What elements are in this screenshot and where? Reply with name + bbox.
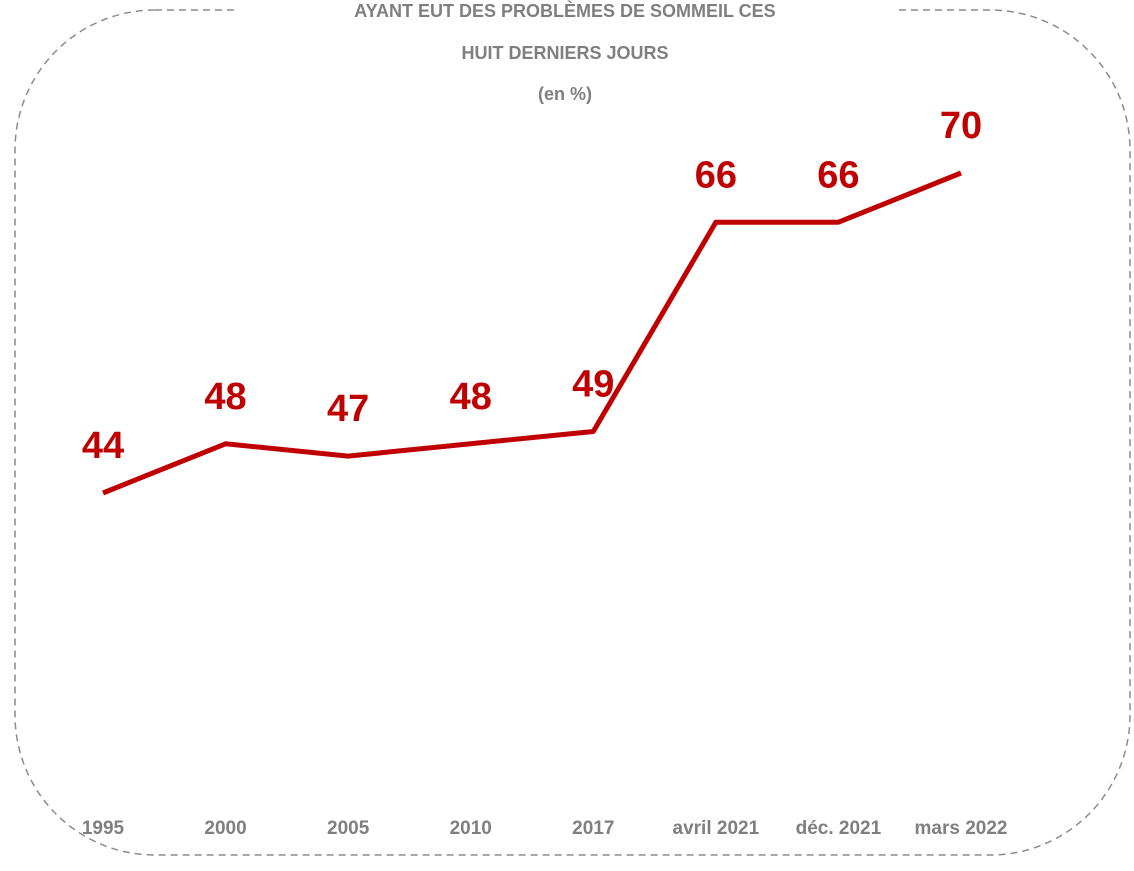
data-label: 66 bbox=[817, 154, 859, 196]
title-backdrop bbox=[235, 0, 895, 30]
chart-title: AYANT EUT DES PROBLÈMES DE SOMMEIL CES bbox=[354, 0, 775, 21]
data-label: 44 bbox=[82, 425, 124, 467]
x-tick-label: avril 2021 bbox=[673, 818, 760, 839]
x-tick-label: déc. 2021 bbox=[796, 818, 882, 839]
chart-subtitle: (en %) bbox=[538, 84, 592, 104]
data-label: 70 bbox=[940, 105, 982, 147]
x-tick-label: 2010 bbox=[450, 818, 492, 839]
x-tick-label: 2017 bbox=[572, 818, 614, 839]
x-tick-label: mars 2022 bbox=[915, 818, 1008, 839]
data-label: 48 bbox=[204, 376, 246, 418]
x-tick-label: 2000 bbox=[204, 818, 246, 839]
data-label: 48 bbox=[450, 376, 492, 418]
chart-title: HUIT DERNIERS JOURS bbox=[461, 43, 668, 63]
frame bbox=[14, 9, 1131, 856]
data-label: 66 bbox=[695, 154, 737, 196]
x-tick-label: 2005 bbox=[327, 818, 370, 839]
line bbox=[102, 170, 962, 496]
x-tick-label: 1995 bbox=[82, 818, 125, 839]
data-label: 49 bbox=[572, 363, 614, 405]
data-label: 47 bbox=[327, 388, 369, 430]
